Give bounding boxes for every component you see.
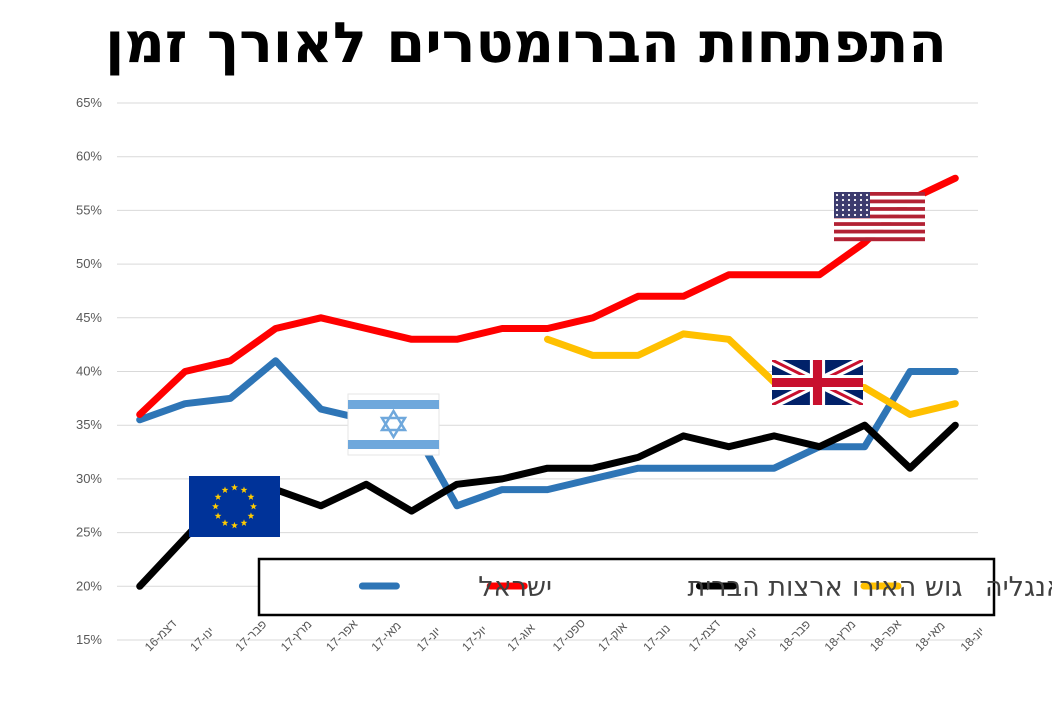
y-tick-label: 60% (76, 149, 102, 164)
legend: אנגליה גוש האירו ארצות הברית ישראל (257, 557, 1052, 617)
y-tick-label: 65% (76, 95, 102, 110)
x-tick-label: מאי-18 (912, 619, 948, 655)
x-tick-label: יונ-17 (414, 624, 444, 654)
x-tick-label: נוב-17 (640, 621, 673, 654)
x-axis: דצמ-16 ינו-17 פבר-17 מרץ-17 אפר-17 מאי-17 יונ-… (142, 616, 988, 654)
y-tick-label: 50% (76, 256, 102, 271)
legend-label: ארצות הברית (687, 572, 842, 603)
x-tick-label: פבר-18 (776, 617, 813, 654)
x-tick-label: אוק-17 (595, 619, 630, 654)
legend-label: אנגליה (985, 572, 1052, 603)
legend-label: גוש האירו (852, 572, 963, 603)
y-tick-label: 35% (76, 417, 102, 432)
x-tick-label: דצמ-17 (686, 617, 724, 655)
y-tick-label: 30% (76, 471, 102, 486)
legend-label: ישראל (478, 572, 552, 603)
y-tick-label: 25% (76, 525, 102, 540)
uk-flag-icon (772, 360, 863, 405)
x-tick-label: יול-17 (459, 623, 490, 654)
x-tick-label: ספט-17 (550, 616, 588, 654)
y-tick-label: 40% (76, 364, 102, 379)
israel-flag-icon (347, 393, 440, 456)
x-tick-label: אפר-18 (867, 617, 905, 655)
x-tick-label: פבר-17 (233, 617, 270, 654)
chart-title: התפתחות הברומטרים לאורך זמן (105, 11, 947, 76)
y-tick-label: 45% (76, 310, 102, 325)
x-tick-label: יונ-18 (958, 624, 988, 654)
series-line (544, 330, 959, 418)
x-tick-label: מרץ-18 (822, 617, 859, 654)
eu-flag-icon (189, 476, 280, 537)
x-tick-label: ינו-17 (187, 624, 217, 654)
y-tick-label: 15% (76, 632, 102, 647)
x-tick-label: מאי-17 (368, 619, 404, 655)
us-flag-icon (834, 192, 925, 242)
y-tick-label: 55% (76, 202, 102, 217)
x-tick-label: אפר-17 (323, 617, 361, 655)
y-tick-label: 20% (76, 578, 102, 593)
x-tick-label: מרץ-17 (278, 617, 315, 654)
series-line (136, 174, 959, 418)
x-tick-label: דצמ-16 (142, 617, 180, 655)
x-tick-label: ינו-18 (731, 624, 761, 654)
x-tick-label: אוג-17 (504, 621, 538, 655)
y-axis: 15% 20% 25% 30% 35% 40% 45% 50% 55% 60% 65% (76, 95, 102, 647)
